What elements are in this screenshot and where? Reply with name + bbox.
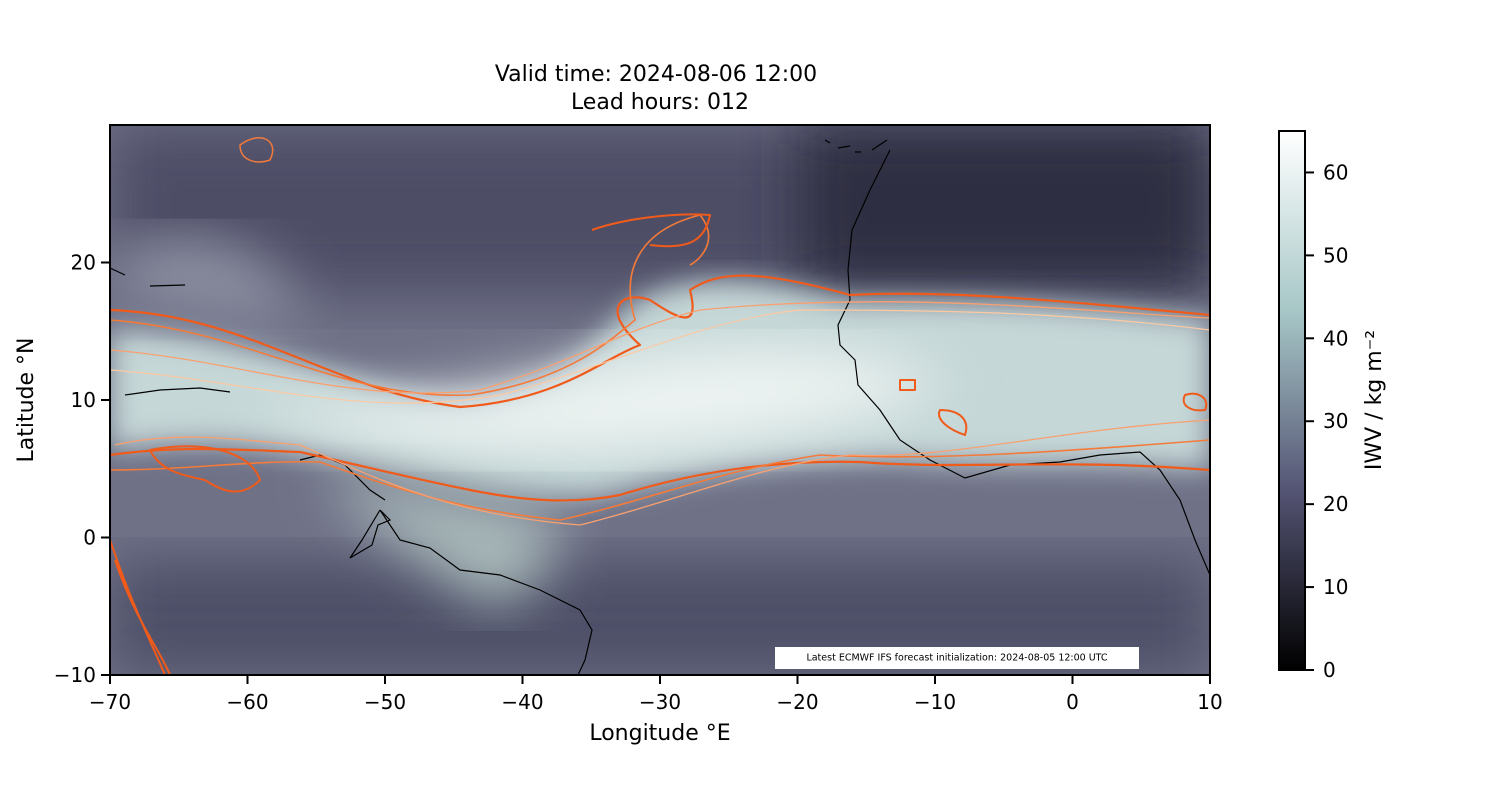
colorbar: [1278, 130, 1306, 671]
x-tick-label: −10: [914, 690, 956, 714]
y-tick-label: 0: [83, 526, 96, 550]
colorbar-tick-label: 0: [1323, 658, 1336, 682]
colorbar-tick-label: 40: [1323, 326, 1348, 350]
colorbar-tick-label: 30: [1323, 409, 1348, 433]
colorbar-tick-label: 20: [1323, 492, 1348, 516]
x-tick-label: −70: [89, 690, 131, 714]
y-tick-label: 10: [71, 388, 96, 412]
x-tick-label: −40: [501, 690, 543, 714]
coastline: [110, 139, 1210, 675]
y-tick-label: −10: [54, 663, 96, 687]
colorbar-label: IWV / kg m⁻²: [1362, 330, 1387, 470]
colorbar-tick-label: 10: [1323, 575, 1348, 599]
colorbar-tick-label: 50: [1323, 243, 1348, 267]
x-tick-label: −50: [364, 690, 406, 714]
contours: [110, 137, 1210, 675]
colorbar-tick-label: 60: [1323, 160, 1348, 184]
map-field: Latest ECMWF IFS forecast initialization…: [110, 125, 1210, 675]
y-axis-label: Latitude °N: [14, 338, 39, 463]
title-line: Valid time: 2024-08-06 12:00: [495, 62, 817, 87]
x-tick-label: −30: [639, 690, 681, 714]
annotation: Latest ECMWF IFS forecast initialization…: [806, 653, 1107, 664]
x-tick-label: 10: [1197, 690, 1222, 714]
x-tick-label: −20: [776, 690, 818, 714]
x-tick-label: −60: [226, 690, 268, 714]
title-line: Lead hours: 012: [571, 90, 749, 115]
x-axis-label: Longitude °E: [589, 721, 730, 746]
y-tick-label: 20: [71, 251, 96, 275]
annotation-box: [775, 647, 1139, 669]
x-tick-label: 0: [1066, 690, 1079, 714]
